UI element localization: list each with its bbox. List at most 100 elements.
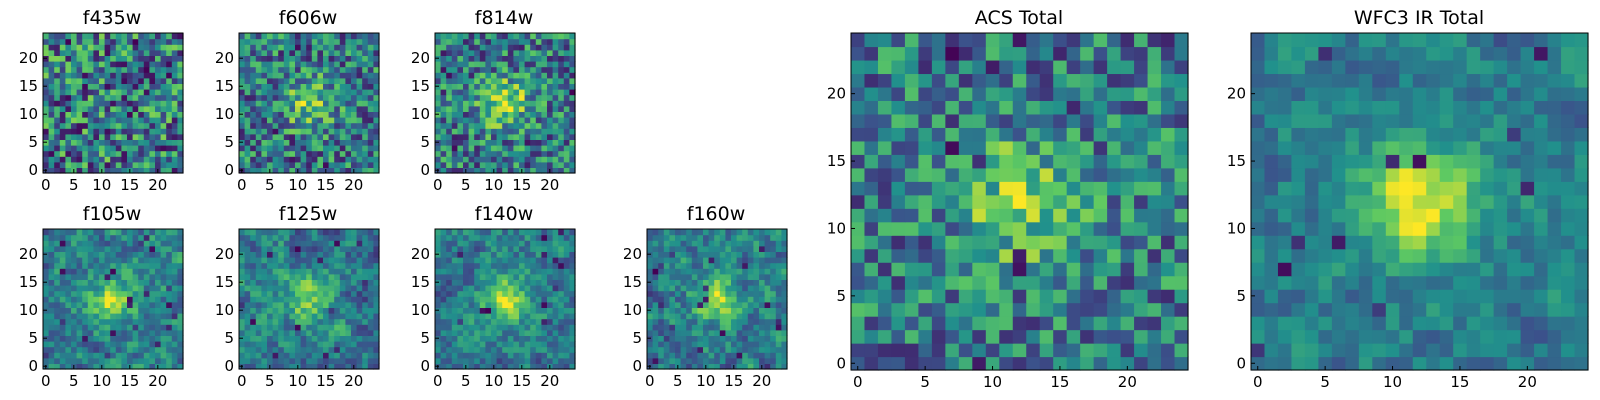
heatmap-cell: [474, 234, 481, 241]
heatmap-cell: [513, 229, 520, 236]
heatmap-cell: [496, 352, 503, 359]
heatmap-cell: [104, 100, 111, 107]
heatmap-cell: [244, 357, 251, 364]
heatmap-cell: [334, 100, 341, 107]
heatmap-cell: [468, 346, 475, 353]
heatmap-cell: [356, 257, 363, 264]
heatmap-cell: [569, 33, 576, 40]
heatmap-cell: [1174, 316, 1189, 331]
heatmap-cell: [267, 329, 274, 336]
heatmap-cell: [334, 301, 341, 308]
heatmap-cell: [121, 33, 128, 40]
heatmap-cell: [334, 117, 341, 124]
heatmap-cell: [71, 341, 78, 348]
heatmap-cell: [530, 150, 537, 157]
heatmap-cell: [328, 301, 335, 308]
heatmap-cell: [283, 290, 290, 297]
heatmap-cell: [149, 133, 156, 140]
heatmap-cell: [289, 262, 296, 269]
heatmap-cell: [295, 335, 302, 342]
heatmap-cell: [1039, 316, 1054, 331]
heatmap-cell: [367, 296, 374, 303]
heatmap-cell: [171, 89, 178, 96]
heatmap-cell: [468, 150, 475, 157]
heatmap-cell: [675, 229, 682, 236]
heatmap-cell: [479, 296, 486, 303]
heatmap-cell: [334, 329, 341, 336]
heatmap-cell: [267, 133, 274, 140]
heatmap-cell: [328, 341, 335, 348]
heatmap-cell: [781, 363, 788, 370]
heatmap-cell: [736, 279, 743, 286]
heatmap-cell: [496, 66, 503, 73]
heatmap-cell: [502, 324, 509, 331]
heatmap-cell: [708, 234, 715, 241]
heatmap-cell: [440, 229, 447, 236]
heatmap-cell: [356, 122, 363, 129]
heatmap-cell: [719, 329, 726, 336]
heatmap-cell: [552, 296, 559, 303]
heatmap-cell: [300, 313, 307, 320]
heatmap-cell: [339, 122, 346, 129]
heatmap-cell: [289, 240, 296, 247]
heatmap-cell: [569, 66, 576, 73]
heatmap-cell: [104, 245, 111, 252]
heatmap-cell: [764, 257, 771, 264]
heatmap-cell: [731, 329, 738, 336]
heatmap-cell: [132, 38, 139, 45]
heatmap-cell: [708, 346, 715, 353]
heatmap-cell: [132, 307, 139, 314]
heatmap-cell: [686, 346, 693, 353]
heatmap-cell: [714, 296, 721, 303]
panel-title-f105w: f105w: [83, 203, 142, 225]
heatmap-cell: [306, 77, 313, 84]
heatmap-cell: [569, 89, 576, 96]
heatmap-cell: [507, 94, 514, 101]
heatmap-cell: [351, 251, 358, 258]
heatmap-cell: [535, 318, 542, 325]
heatmap-cell: [149, 66, 156, 73]
heatmap-cell: [491, 346, 498, 353]
heatmap-cell: [160, 145, 167, 152]
heatmap-cell: [468, 133, 475, 140]
heatmap-cell: [440, 279, 447, 286]
heatmap-cell: [652, 313, 659, 320]
heatmap-cell: [356, 161, 363, 168]
heatmap-cell: [547, 268, 554, 275]
heatmap-cell: [278, 33, 285, 40]
heatmap-cell: [541, 262, 548, 269]
heatmap-cell: [267, 251, 274, 258]
heatmap-cell: [300, 167, 307, 174]
heatmap-cell: [513, 33, 520, 40]
heatmap-cell: [558, 357, 565, 364]
heatmap-cell: [166, 105, 173, 112]
heatmap-cell: [143, 61, 150, 68]
heatmap-cell: [457, 111, 464, 118]
heatmap-cell: [82, 128, 89, 135]
heatmap-cell: [255, 313, 262, 320]
heatmap-cell: [697, 290, 704, 297]
heatmap-cell: [958, 194, 973, 209]
heatmap-cell: [496, 329, 503, 336]
heatmap-cell: [530, 268, 537, 275]
heatmap-cell: [328, 44, 335, 51]
heatmap-cell: [558, 245, 565, 252]
heatmap-cell: [931, 262, 946, 277]
heatmap-cell: [356, 234, 363, 241]
heatmap-cell: [530, 257, 537, 264]
heatmap-cell: [491, 100, 498, 107]
heatmap-cell: [177, 346, 184, 353]
heatmap-cell: [334, 229, 341, 236]
heatmap-cell: [54, 139, 61, 146]
heatmap-cell: [1161, 343, 1176, 358]
heatmap-cell: [283, 161, 290, 168]
heatmap-cell: [552, 156, 559, 163]
heatmap-cell: [563, 273, 570, 280]
heatmap-cell: [362, 133, 369, 140]
heatmap-cell: [535, 122, 542, 129]
heatmap-cell: [65, 122, 72, 129]
heatmap-cell: [753, 307, 760, 314]
heatmap-cell: [468, 161, 475, 168]
heatmap-cell: [99, 335, 106, 342]
